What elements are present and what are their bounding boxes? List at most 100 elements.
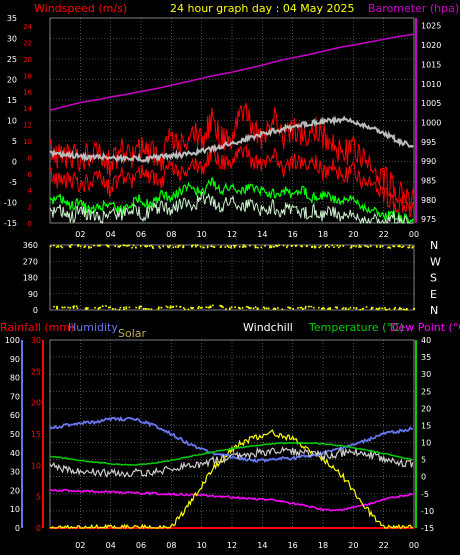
y-tick-label-windspeed: 5 — [12, 137, 17, 146]
direction-mark — [344, 308, 347, 310]
direction-mark — [107, 246, 110, 248]
direction-mark — [388, 246, 390, 248]
direction-mark — [199, 307, 202, 309]
direction-mark — [397, 245, 399, 248]
direction-mark — [68, 245, 71, 248]
x-tick-label: 14 — [257, 541, 267, 550]
direction-mark — [273, 246, 275, 248]
direction-mark — [358, 244, 361, 247]
direction-mark — [352, 245, 355, 247]
y-tick-label-compass: N — [430, 239, 438, 252]
direction-mark — [162, 245, 165, 248]
direction-mark — [282, 244, 285, 247]
direction-mark — [210, 306, 212, 308]
direction-mark — [313, 306, 315, 309]
series-temperature — [49, 441, 413, 466]
y-tick-label-windspeed: 0 — [12, 158, 17, 167]
direction-mark — [114, 245, 116, 247]
direction-mark — [197, 307, 199, 309]
direction-mark — [61, 246, 64, 249]
direction-mark — [242, 246, 245, 248]
y-tick-label-humidity: 30 — [10, 468, 20, 477]
direction-mark — [230, 306, 233, 308]
direction-mark — [56, 305, 58, 308]
direction-mark — [334, 306, 337, 308]
direction-mark — [209, 305, 212, 307]
direction-mark — [329, 308, 331, 310]
direction-mark — [201, 306, 203, 309]
y-tick-label-windspeed-inner: 22 — [23, 39, 32, 47]
x-tick-label: 04 — [106, 541, 116, 550]
x-tick-label: 00 — [409, 541, 419, 550]
y-tick-label-direction: 180 — [23, 274, 38, 283]
direction-mark — [83, 246, 85, 249]
direction-mark — [175, 305, 178, 308]
direction-mark — [329, 307, 331, 309]
direction-mark — [306, 245, 308, 247]
direction-mark — [353, 307, 355, 309]
direction-mark — [301, 308, 304, 310]
direction-mark — [75, 305, 78, 307]
direction-mark — [86, 308, 88, 310]
direction-mark — [311, 246, 313, 248]
direction-mark — [88, 247, 91, 249]
direction-mark — [381, 245, 384, 248]
direction-mark — [139, 245, 142, 248]
y-tick-label-windspeed-inner: 4 — [28, 187, 33, 195]
direction-mark — [242, 244, 245, 246]
direction-mark — [262, 306, 265, 309]
direction-mark — [323, 307, 325, 310]
direction-mark — [128, 306, 131, 309]
humidity-axis-title: Humidity — [68, 321, 118, 334]
direction-mark — [108, 306, 110, 309]
direction-mark — [270, 246, 273, 249]
direction-mark — [125, 307, 128, 310]
direction-mark — [274, 308, 277, 310]
direction-mark — [314, 246, 316, 249]
direction-mark — [73, 307, 75, 309]
x-tick-label: 20 — [348, 541, 358, 550]
direction-mark — [394, 307, 396, 309]
direction-mark — [401, 246, 403, 248]
y-tick-label-barometer: 1000 — [421, 118, 441, 127]
direction-mark — [342, 307, 345, 309]
direction-mark — [148, 245, 151, 247]
direction-mark — [292, 307, 294, 310]
direction-mark — [338, 246, 340, 249]
x-tick-label: 16 — [288, 541, 298, 550]
direction-mark — [308, 305, 310, 308]
y-tick-label-compass: W — [430, 255, 441, 268]
direction-mark — [125, 244, 128, 247]
direction-mark — [294, 245, 297, 247]
y-tick-label-direction: 0 — [33, 306, 38, 315]
direction-mark — [109, 306, 111, 308]
y-tick-label-barometer: 1015 — [421, 60, 441, 69]
direction-mark — [172, 305, 175, 308]
direction-mark — [169, 245, 171, 247]
direction-mark — [84, 245, 87, 248]
y-tick-label-windspeed-inner: 20 — [23, 56, 32, 64]
x-tick-label: 00 — [409, 230, 419, 239]
direction-mark — [393, 308, 396, 310]
y-tick-label-windspeed-inner: 18 — [23, 72, 32, 80]
direction-mark — [313, 245, 316, 248]
direction-mark — [228, 246, 230, 248]
y-tick-label-temperature: -15 — [421, 524, 434, 533]
direction-mark — [300, 245, 302, 247]
direction-mark — [375, 245, 378, 248]
direction-mark — [221, 306, 223, 308]
direction-mark — [167, 306, 169, 309]
direction-mark — [84, 308, 87, 310]
direction-mark — [287, 306, 289, 309]
x-tick-label: 02 — [75, 541, 85, 550]
direction-mark — [94, 306, 96, 309]
y-tick-label-windspeed-inner: 6 — [28, 171, 33, 179]
y-tick-label-temperature: 0 — [421, 473, 426, 482]
direction-mark — [238, 246, 241, 248]
direction-mark — [248, 307, 251, 309]
chart-title: 24 hour graph day : 04 May 2025 — [170, 2, 355, 15]
temperature-humidity-panel: 0102030405060708090100051015202530-15-10… — [5, 336, 434, 550]
x-tick-label: 22 — [379, 541, 389, 550]
direction-mark — [286, 246, 288, 249]
